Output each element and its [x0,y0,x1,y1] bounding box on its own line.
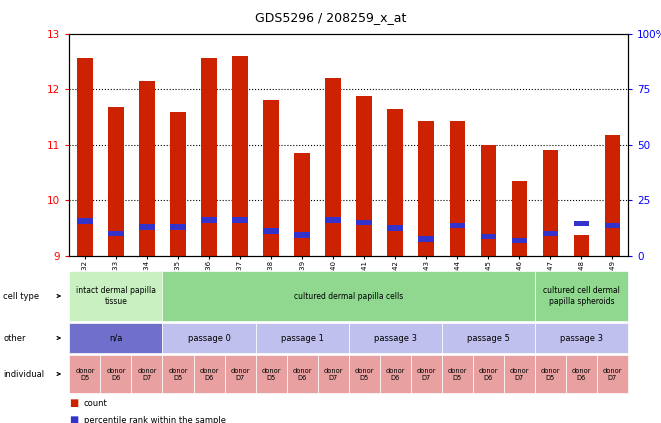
Bar [232,56,248,256]
Bar [449,121,465,256]
Bar [418,236,434,242]
Bar [171,112,186,256]
Bar [418,121,434,256]
Bar [77,218,93,224]
Bar [139,224,155,230]
Bar [574,235,589,256]
Text: donor
D7: donor D7 [510,368,529,381]
Text: donor
D7: donor D7 [323,368,343,381]
Text: donor
D5: donor D5 [261,368,281,381]
Text: donor
D7: donor D7 [603,368,622,381]
Text: intact dermal papilla
tissue: intact dermal papilla tissue [76,286,156,306]
Text: donor
D6: donor D6 [572,368,591,381]
Text: donor
D5: donor D5 [447,368,467,381]
Text: ■: ■ [69,415,79,423]
Bar [294,232,310,238]
Bar [139,81,155,256]
Bar [325,78,341,256]
Bar [325,217,341,222]
Text: n/a: n/a [109,333,123,343]
Text: cell type: cell type [3,291,40,300]
Bar [481,145,496,256]
Bar [232,217,248,222]
Bar [77,58,93,256]
Text: passage 3: passage 3 [373,333,416,343]
Text: donor
D5: donor D5 [169,368,188,381]
Bar [512,238,527,243]
Text: donor
D6: donor D6 [385,368,405,381]
Text: donor
D7: donor D7 [230,368,250,381]
Text: passage 3: passage 3 [560,333,603,343]
Bar [481,234,496,239]
Bar [108,231,124,236]
Text: ■: ■ [69,398,79,408]
Text: donor
D5: donor D5 [541,368,560,381]
Text: donor
D6: donor D6 [199,368,219,381]
Text: individual: individual [3,370,44,379]
Bar [294,153,310,256]
Text: donor
D7: donor D7 [416,368,436,381]
Text: donor
D7: donor D7 [137,368,157,381]
Text: donor
D6: donor D6 [479,368,498,381]
Bar [605,222,620,228]
Text: passage 5: passage 5 [467,333,510,343]
Text: other: other [3,333,26,343]
Bar [202,217,217,222]
Bar [449,222,465,228]
Bar [512,181,527,256]
Bar [263,228,279,234]
Text: passage 0: passage 0 [188,333,231,343]
Text: donor
D6: donor D6 [106,368,126,381]
Bar [605,135,620,256]
Text: passage 1: passage 1 [281,333,324,343]
Bar [543,231,558,236]
Text: donor
D5: donor D5 [75,368,95,381]
Text: cultured dermal papilla cells: cultured dermal papilla cells [294,291,403,300]
Bar [387,225,403,231]
Text: cultured cell dermal
papilla spheroids: cultured cell dermal papilla spheroids [543,286,620,306]
Bar [171,224,186,230]
Text: GDS5296 / 208259_x_at: GDS5296 / 208259_x_at [254,11,407,24]
Text: count: count [84,399,108,408]
Text: donor
D5: donor D5 [354,368,374,381]
Bar [574,221,589,226]
Bar [356,220,372,225]
Bar [356,96,372,256]
Bar [202,58,217,256]
Text: percentile rank within the sample: percentile rank within the sample [84,416,226,423]
Bar [263,100,279,256]
Text: donor
D6: donor D6 [292,368,312,381]
Bar [543,151,558,256]
Bar [108,107,124,256]
Bar [387,109,403,256]
